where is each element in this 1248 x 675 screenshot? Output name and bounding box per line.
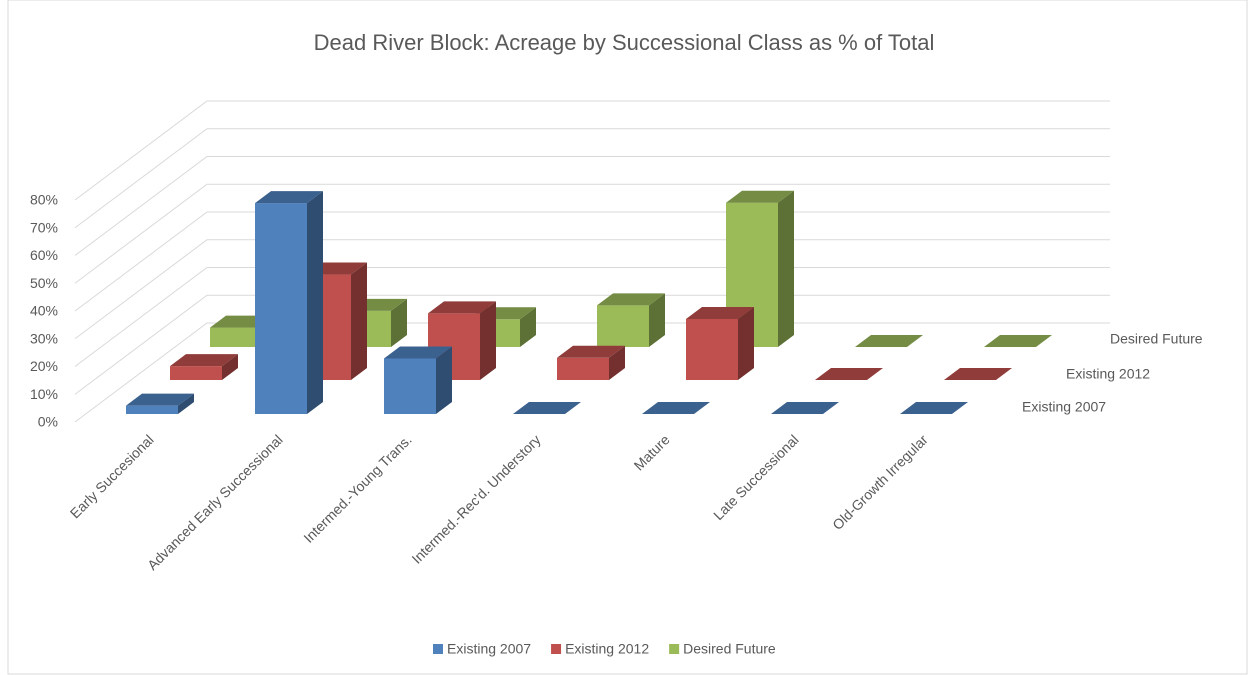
grid-line xyxy=(74,211,1110,312)
bar xyxy=(642,402,710,414)
bar-side xyxy=(609,345,625,380)
bar-front xyxy=(384,358,436,414)
grid-line xyxy=(74,156,1110,256)
bar-front xyxy=(557,357,609,380)
y-tick-label: 60% xyxy=(30,247,58,263)
bar-side xyxy=(391,298,407,347)
bar-top xyxy=(944,368,1012,380)
bar-top xyxy=(855,335,923,347)
grid-line xyxy=(74,322,1110,423)
chart-title: Dead River Block: Acreage by Successiona… xyxy=(314,30,935,55)
y-tick-label: 40% xyxy=(30,303,58,319)
bar xyxy=(255,191,323,414)
bar xyxy=(513,402,581,414)
bar-front xyxy=(255,203,307,414)
legend-swatch xyxy=(669,644,680,654)
bar-side xyxy=(520,307,536,347)
bar-front xyxy=(126,405,178,414)
legend-label: Desired Future xyxy=(683,641,776,657)
bar-top xyxy=(686,306,754,319)
legend-swatch xyxy=(551,644,562,654)
bar-front xyxy=(686,318,738,380)
y-tick-label: 80% xyxy=(30,192,58,208)
bar-top xyxy=(170,354,238,367)
bar-top xyxy=(384,346,452,359)
bar-side xyxy=(778,190,794,347)
bar xyxy=(597,293,665,347)
bar-top xyxy=(984,335,1052,347)
bar-side xyxy=(649,293,665,347)
bar-top xyxy=(642,402,710,414)
bar-top xyxy=(513,402,581,414)
bar xyxy=(126,393,194,414)
bar-top xyxy=(771,402,839,414)
grid-line xyxy=(74,128,1110,229)
bar xyxy=(984,335,1052,347)
bar-side xyxy=(307,191,323,414)
y-tick-label: 10% xyxy=(30,386,58,402)
bar-side xyxy=(178,393,194,414)
row-label: Existing 2012 xyxy=(1066,366,1150,382)
bar-side xyxy=(351,262,367,380)
y-tick-label: 0% xyxy=(38,414,58,430)
bar xyxy=(900,402,968,414)
bar-top xyxy=(255,191,323,204)
bar-front xyxy=(170,366,222,380)
bar xyxy=(557,345,625,380)
bar xyxy=(815,368,883,380)
grid-line xyxy=(74,294,1110,395)
bar xyxy=(384,346,452,414)
grid xyxy=(74,100,1110,423)
bar xyxy=(771,402,839,414)
grid-line xyxy=(74,100,1110,201)
y-tick-label: 20% xyxy=(30,358,58,374)
bar-top xyxy=(900,402,968,414)
row-label: Desired Future xyxy=(1110,331,1203,347)
bar-top xyxy=(428,301,496,314)
row-label: Existing 2007 xyxy=(1022,399,1106,415)
legend-swatch xyxy=(433,644,443,654)
grid-line xyxy=(74,267,1110,367)
y-tick-label: 30% xyxy=(30,330,58,346)
bar xyxy=(855,335,923,347)
bar xyxy=(170,354,238,380)
bar-front xyxy=(210,327,262,347)
bar-top xyxy=(126,393,194,406)
bar-top xyxy=(557,345,625,358)
y-tick-label: 50% xyxy=(30,275,58,291)
y-tick-label: 70% xyxy=(30,219,58,235)
bar xyxy=(686,306,754,380)
bar-top xyxy=(815,368,883,380)
bar-side xyxy=(738,306,754,380)
legend-label: Existing 2007 xyxy=(447,641,531,657)
grid-line xyxy=(74,239,1110,340)
legend-label: Existing 2012 xyxy=(565,641,649,657)
bar-top xyxy=(597,293,665,306)
grid-line xyxy=(74,183,1110,284)
bars xyxy=(126,190,1052,414)
bar xyxy=(944,368,1012,380)
bar-side xyxy=(480,301,496,380)
bar-front xyxy=(597,305,649,347)
bar-side xyxy=(222,354,238,380)
bar-top xyxy=(726,190,794,203)
bar-side xyxy=(436,346,452,414)
